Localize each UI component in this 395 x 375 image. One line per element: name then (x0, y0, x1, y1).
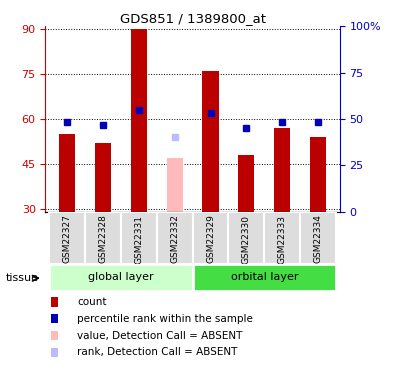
Bar (238, 155, 254, 212)
Bar (193, 212, 228, 264)
Text: GSM22327: GSM22327 (62, 214, 71, 263)
Bar (121, 212, 157, 264)
Bar (167, 158, 183, 212)
Bar (49, 264, 193, 291)
Text: value, Detection Call = ABSENT: value, Detection Call = ABSENT (77, 331, 243, 340)
Bar (274, 128, 290, 212)
Text: GSM22330: GSM22330 (242, 214, 251, 264)
Text: GSM22334: GSM22334 (314, 214, 323, 263)
Text: GSM22331: GSM22331 (134, 214, 143, 264)
Bar (300, 212, 336, 264)
Bar (131, 29, 147, 212)
Text: count: count (77, 297, 107, 307)
Text: rank, Detection Call = ABSENT: rank, Detection Call = ABSENT (77, 348, 237, 357)
Text: tissue: tissue (6, 273, 39, 283)
Text: orbital layer: orbital layer (231, 273, 298, 282)
Bar (202, 71, 218, 212)
Bar (193, 264, 336, 291)
Bar (85, 212, 121, 264)
Bar (95, 143, 111, 212)
Bar (59, 134, 75, 212)
Bar (49, 212, 85, 264)
Text: percentile rank within the sample: percentile rank within the sample (77, 314, 253, 324)
Bar (310, 137, 326, 212)
Text: GSM22328: GSM22328 (98, 214, 107, 263)
Text: GSM22329: GSM22329 (206, 214, 215, 263)
Text: global layer: global layer (88, 273, 154, 282)
Title: GDS851 / 1389800_at: GDS851 / 1389800_at (120, 12, 265, 25)
Bar (264, 212, 300, 264)
Text: GSM22333: GSM22333 (278, 214, 287, 264)
Text: GSM22332: GSM22332 (170, 214, 179, 263)
Bar (228, 212, 264, 264)
Bar (157, 212, 193, 264)
